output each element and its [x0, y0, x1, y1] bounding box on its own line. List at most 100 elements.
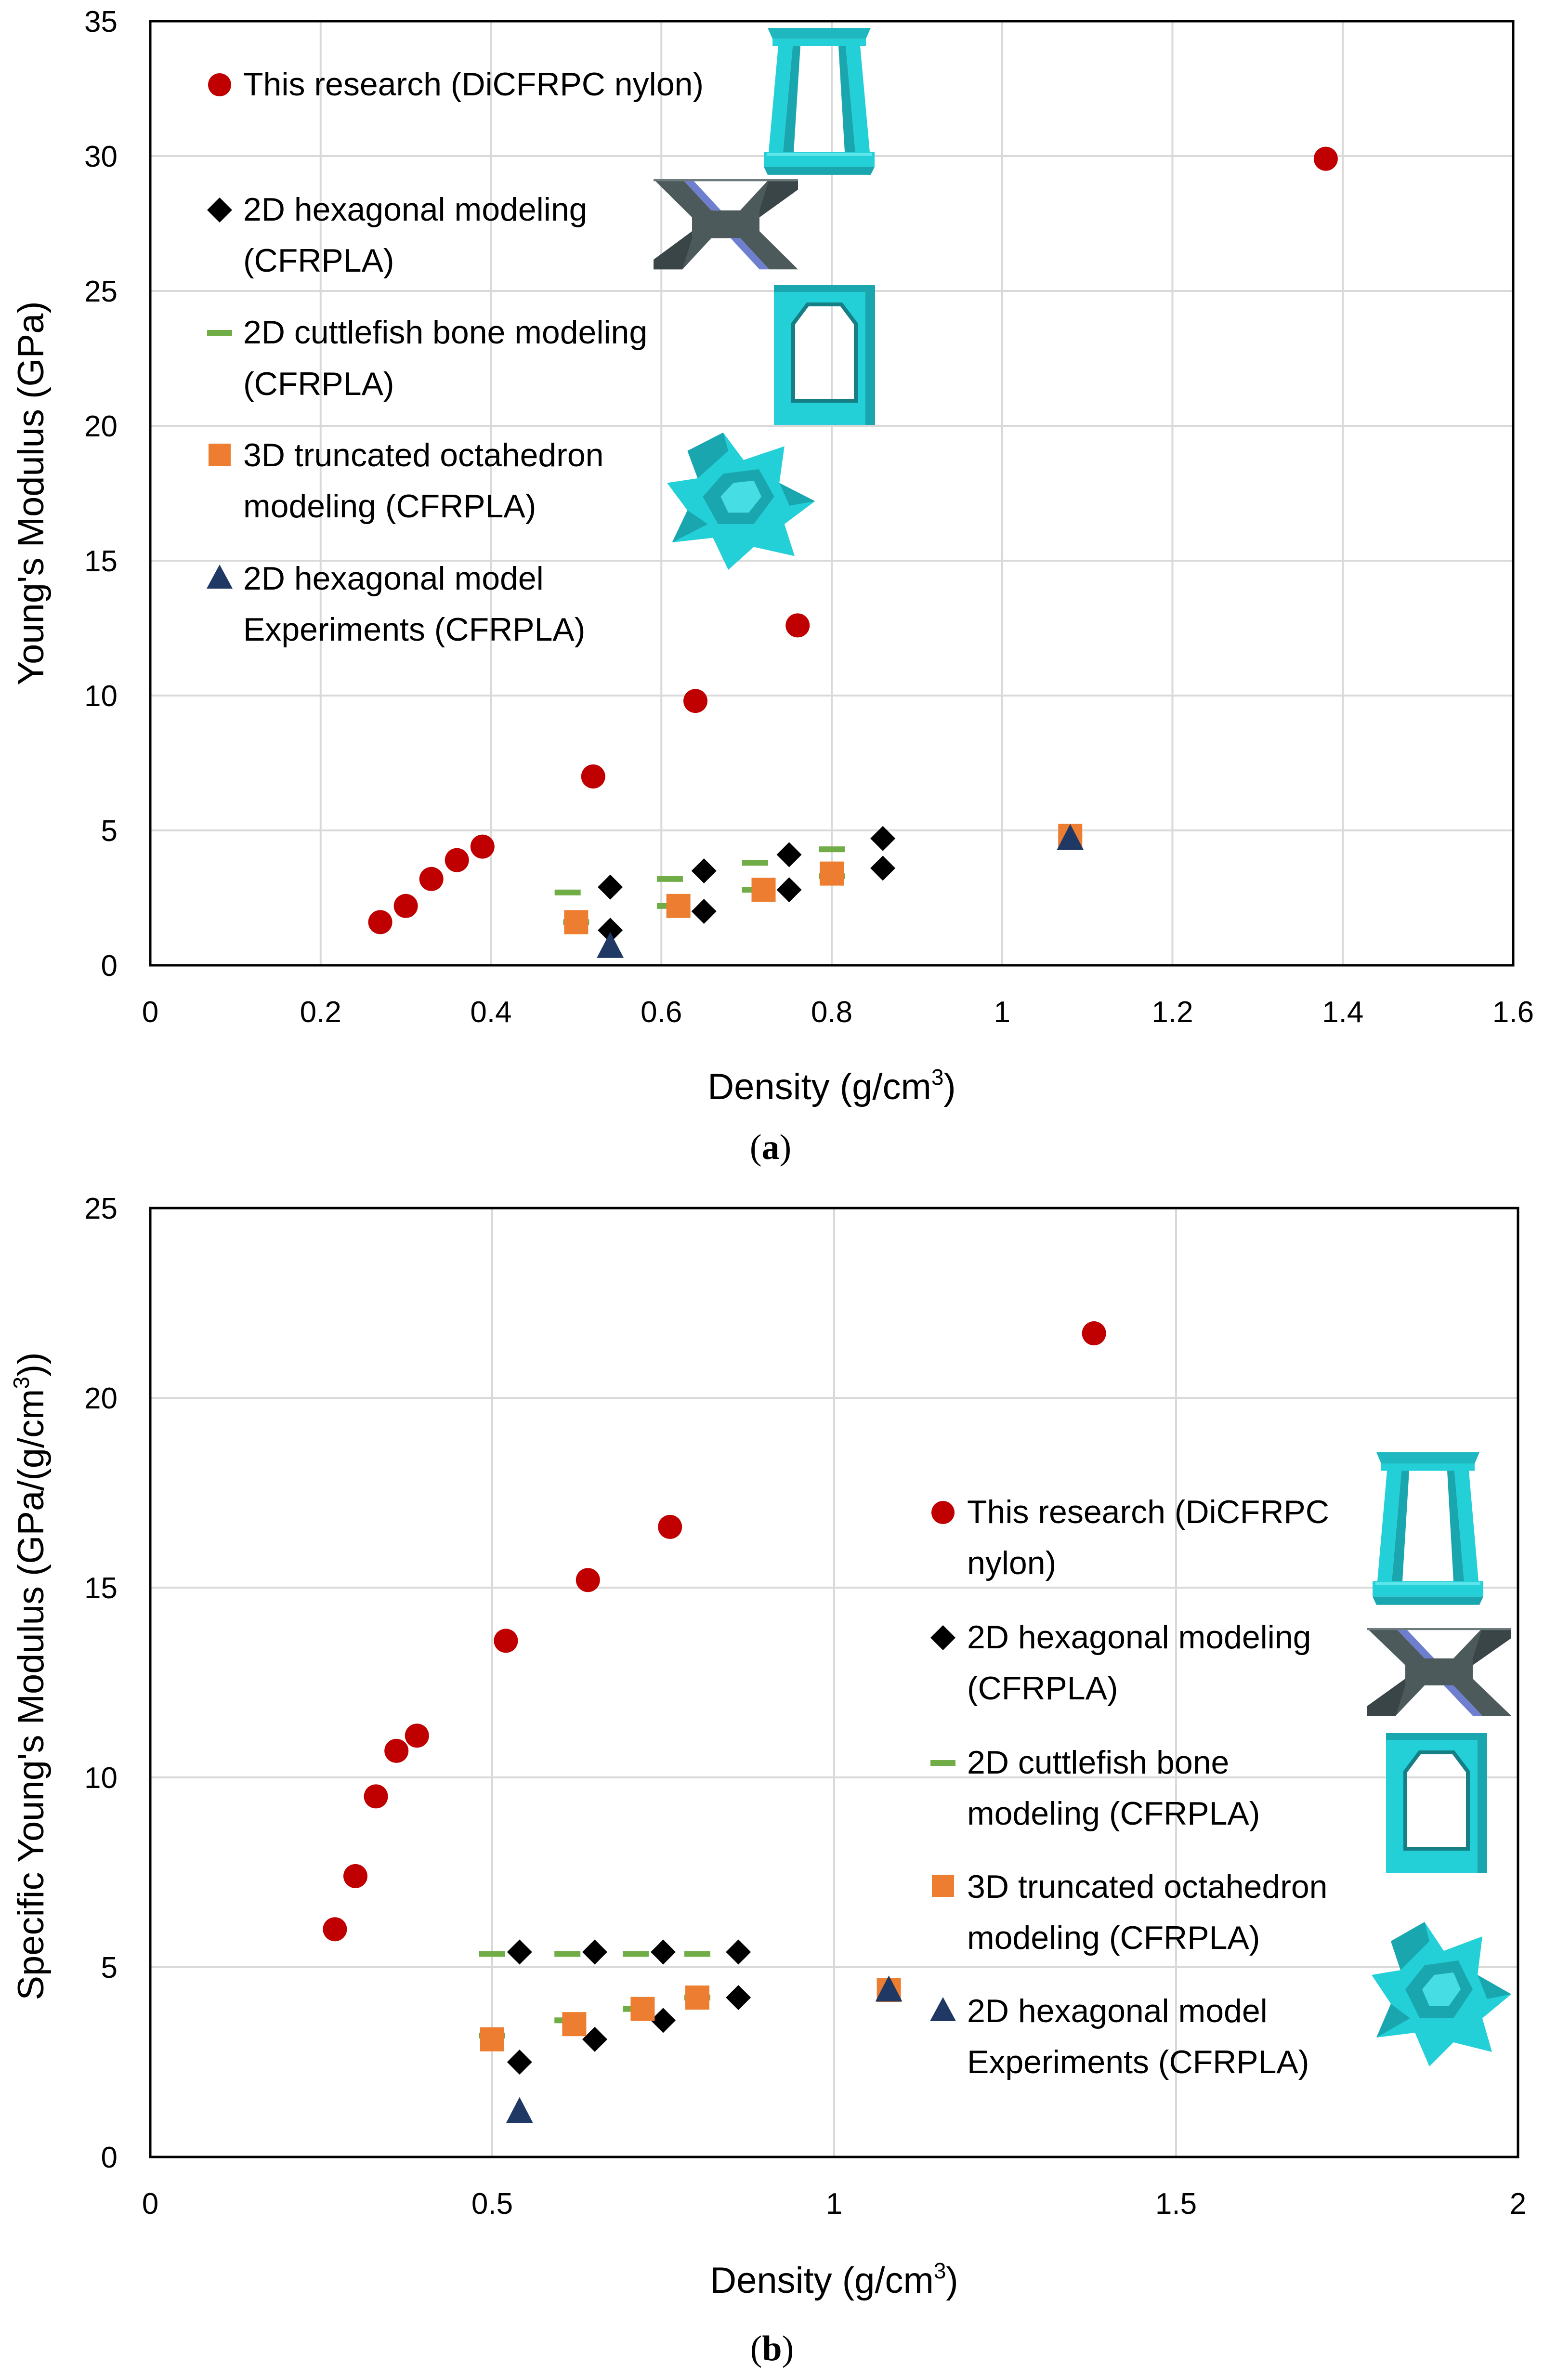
y-tick-label: 5: [101, 1951, 118, 1985]
y-tick-label: 20: [84, 410, 118, 443]
data-point-hex-model: [598, 874, 623, 900]
data-point-octahedron: [630, 1997, 655, 2021]
chart-a-data-marks: [368, 146, 1338, 958]
x-tick-label: 1.6: [1492, 996, 1534, 1029]
legend-b-triangle-marker: [930, 1997, 956, 2021]
data-point-hex-model: [507, 1939, 532, 1965]
data-point-hex-model: [507, 2050, 532, 2075]
data-point-hex-model: [870, 855, 896, 881]
data-point-hex-model: [582, 1939, 607, 1965]
data-point-hex-model: [582, 2026, 607, 2052]
data-point-this-research: [405, 1723, 429, 1748]
caption-b: (b): [750, 2329, 794, 2368]
legend-b-diamond-marker: [930, 1625, 955, 1650]
y-tick-label: 15: [84, 545, 118, 578]
legend-a-this-research: This research (DiCFRPC nylon): [208, 66, 704, 103]
data-point-octahedron: [564, 910, 589, 934]
data-point-this-research: [1313, 146, 1338, 171]
chart-b-plot-frame: [149, 1207, 1519, 2158]
legend-b-hex-model-label-1: 2D hexagonal modeling: [967, 1619, 1311, 1656]
data-point-octahedron: [666, 894, 691, 918]
legend-b-cuttlefish: 2D cuttlefish bone modeling (CFRPLA): [930, 1744, 1260, 1832]
data-point-octahedron: [562, 2012, 587, 2037]
chart-a: 0 5 10 15 20 25 30 35 0 0.2 0.4 0.6 0.8 1 1.2 1.4 1.6 D…: [11, 5, 1534, 1167]
data-point-octahedron: [820, 861, 844, 886]
chart-b-gridlines: [150, 1208, 1518, 2157]
legend-a-this-research-label: This research (DiCFRPC nylon): [243, 66, 704, 103]
legend-a-hex-model-label-1: 2D hexagonal modeling: [243, 191, 588, 228]
caption-a: (a): [750, 1128, 791, 1167]
y-tick-label: 5: [101, 815, 118, 848]
data-point-hex-model: [726, 1985, 751, 2011]
legend-b-cuttlefish-label-1: 2D cuttlefish bone: [967, 1744, 1229, 1781]
data-point-this-research: [494, 1629, 518, 1653]
x-tick-label: 0.5: [471, 2187, 513, 2221]
data-point-hex-model: [691, 858, 717, 883]
data-point-cuttlefish: [554, 889, 581, 895]
y-tick-label: 10: [84, 680, 118, 713]
legend-b-square-marker: [932, 1875, 954, 1897]
legend-a-octahedron-label-2: modeling (CFRPLA): [243, 488, 536, 525]
data-point-this-research: [785, 613, 810, 638]
legend-a-hex-model-label-2: (CFRPLA): [243, 242, 394, 279]
x-tick-label: 1.5: [1155, 2187, 1197, 2221]
x-tick-label: 1.2: [1151, 996, 1193, 1029]
x-tick-label: 0.2: [300, 996, 341, 1029]
chart-b-x-tick-labels: 0 0.5 1 1.5 2: [142, 2187, 1526, 2221]
legend-a-hex-experiment: 2D hexagonal model Experiments (CFRPLA): [207, 560, 585, 648]
legend-a-cuttlefish: 2D cuttlefish bone modeling (CFRPLA): [207, 314, 647, 402]
legend-b-this-research: This research (DiCFRPC nylon): [931, 1494, 1329, 1581]
data-point-cuttlefish: [479, 1951, 505, 1957]
legend-a-diamond-marker: [207, 197, 232, 223]
chart-b-y-axis-label: Specific Young's Modulus (GPa/(g/cm3)): [9, 1352, 52, 2000]
y-tick-label: 10: [84, 1762, 118, 1795]
x-tick-label: 1.4: [1322, 996, 1363, 1029]
y-tick-label: 20: [84, 1382, 118, 1415]
legend-b-hex-experiment-label-2: Experiments (CFRPLA): [967, 2044, 1309, 2080]
x-tick-label: 0.8: [811, 996, 852, 1029]
data-point-cuttlefish: [554, 1951, 581, 1957]
legend-b-this-research-label-1: This research (DiCFRPC: [967, 1494, 1329, 1530]
y-tick-label: 25: [84, 1192, 118, 1225]
data-point-this-research: [368, 910, 393, 934]
x-tick-label: 1: [994, 996, 1010, 1029]
legend-a-octahedron-label-1: 3D truncated octahedron: [243, 437, 604, 473]
legend-b-hex-model: 2D hexagonal modeling (CFRPLA): [930, 1619, 1311, 1707]
legend-b-octahedron: 3D truncated octahedron modeling (CFRPLA…: [932, 1868, 1328, 1956]
chart-a-plot-frame: [149, 20, 1515, 967]
legend-b-cuttlefish-label-2: modeling (CFRPLA): [967, 1795, 1260, 1832]
y-tick-label: 0: [101, 949, 118, 983]
legend-a-circle-marker: [208, 73, 231, 96]
legend-a-hex-experiment-label-2: Experiments (CFRPLA): [243, 611, 585, 648]
y-tick-label: 30: [84, 140, 118, 173]
legend-a-cuttlefish-label-2: (CFRPLA): [243, 366, 394, 402]
y-tick-label: 25: [84, 275, 118, 308]
data-point-this-research: [470, 834, 495, 859]
data-point-this-research: [576, 1568, 600, 1592]
chart-b: 0 5 10 15 20 25 0 0.5 1 1.5 2 Density (g/cm3) Spe…: [9, 1192, 1526, 2368]
x-tick-label: 0: [142, 2187, 158, 2221]
data-point-this-research: [419, 867, 444, 891]
chart-b-data-marks: [323, 1321, 1106, 2123]
y-tick-label: 0: [101, 2141, 118, 2174]
y-tick-label: 35: [84, 5, 118, 39]
y-tick-label: 15: [84, 1572, 118, 1605]
data-point-cuttlefish: [656, 876, 683, 882]
legend-b-hex-experiment-label-1: 2D hexagonal model: [967, 1993, 1268, 2029]
legend-b-hex-experiment: 2D hexagonal model Experiments (CFRPLA): [930, 1993, 1309, 2080]
data-point-this-research: [683, 689, 707, 713]
chart-b-y-tick-labels: 0 5 10 15 20 25: [84, 1192, 118, 2174]
data-point-hex-experiment: [1057, 824, 1084, 850]
chart-a-gridlines: [150, 21, 1513, 965]
chart-a-y-axis-label: Young's Modulus (GPa): [11, 301, 52, 685]
legend-b-octahedron-label-2: modeling (CFRPLA): [967, 1920, 1260, 1956]
chart-a-y-tick-labels: 0 5 10 15 20 25 30 35: [84, 5, 118, 983]
data-point-this-research: [393, 894, 418, 918]
data-point-hex-model: [651, 2008, 676, 2033]
data-point-hex-model: [776, 877, 802, 903]
data-point-hex-model: [870, 826, 896, 851]
legend-a-dash-marker: [207, 330, 232, 336]
data-point-hex-experiment: [506, 2097, 533, 2123]
legend-a-cuttlefish-label-1: 2D cuttlefish bone modeling: [243, 314, 647, 351]
data-point-cuttlefish: [623, 1951, 649, 1957]
